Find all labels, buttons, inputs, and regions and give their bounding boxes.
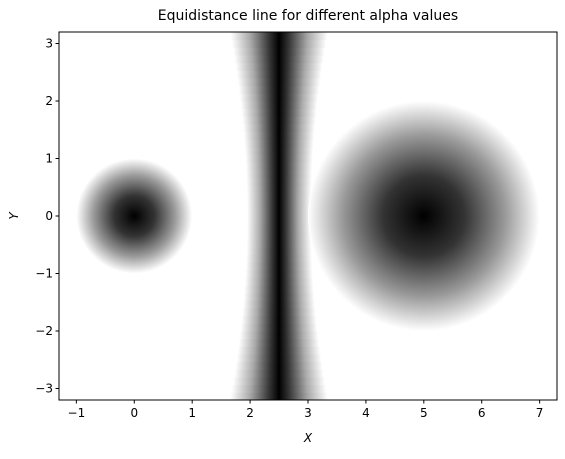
- y-axis-label: Y: [7, 211, 21, 220]
- band-strip: [236, 354, 322, 363]
- band-strip: [246, 185, 312, 194]
- band-strip: [243, 292, 315, 301]
- x-tick-label: 3: [304, 406, 312, 420]
- band-strip: [247, 200, 311, 209]
- x-tick-label: 1: [188, 406, 196, 420]
- y-tick-label: −1: [35, 267, 53, 281]
- band-strip: [247, 193, 312, 202]
- band-strip: [242, 308, 316, 317]
- band-strip: [244, 139, 314, 148]
- y-tick-label: −3: [35, 382, 53, 396]
- x-tick-label: 2: [246, 406, 254, 420]
- band-strip: [240, 323, 318, 332]
- band-strip: [245, 277, 314, 286]
- band-strip: [231, 39, 327, 48]
- band-strip: [233, 377, 325, 386]
- band-strip: [233, 47, 325, 56]
- band-strip: [241, 108, 317, 117]
- band-strip: [240, 101, 318, 110]
- band-strip: [231, 384, 327, 393]
- y-tick-label: 1: [45, 152, 53, 166]
- x-tick-label: 0: [130, 406, 138, 420]
- band-strip: [237, 78, 321, 87]
- band-strip: [247, 231, 312, 240]
- band-strip: [246, 239, 312, 248]
- y-tick-label: 3: [45, 37, 53, 51]
- density-circle: [308, 101, 540, 331]
- band-strip: [246, 254, 312, 263]
- x-tick-label: 7: [536, 406, 544, 420]
- band-strip: [247, 223, 311, 232]
- band-strip: [246, 170, 312, 179]
- band-strip: [242, 116, 316, 125]
- band-strip: [243, 124, 315, 133]
- band-strip: [241, 315, 317, 324]
- band-strip: [235, 62, 323, 71]
- plot-area: [76, 32, 540, 400]
- y-tick-label: 2: [45, 94, 53, 108]
- band-strip: [239, 331, 319, 340]
- band-strip: [245, 154, 313, 163]
- density-circle: [76, 158, 193, 274]
- band-strip: [244, 285, 314, 294]
- band-strip: [245, 147, 314, 156]
- y-tick-label: −2: [35, 324, 53, 338]
- band-strip: [237, 346, 321, 355]
- band-strip: [236, 70, 322, 79]
- band-strip: [238, 85, 320, 94]
- band-strip: [243, 300, 315, 309]
- band-strip: [230, 32, 328, 41]
- band-strip: [234, 55, 324, 64]
- x-tick-label: −1: [68, 406, 86, 420]
- band-strip: [239, 93, 319, 102]
- band-strip: [243, 131, 315, 140]
- band-strip: [235, 361, 323, 370]
- x-tick-label: 6: [478, 406, 486, 420]
- band-strip: [247, 208, 311, 217]
- band-strip: [247, 216, 311, 225]
- band-strip: [246, 177, 312, 186]
- y-tick-label: 0: [45, 209, 53, 223]
- x-tick-label: 4: [362, 406, 370, 420]
- chart-title: Equidistance line for different alpha va…: [158, 8, 458, 24]
- x-tick-label: 5: [420, 406, 428, 420]
- band-strip: [245, 162, 313, 171]
- x-axis-label: X: [303, 431, 313, 445]
- band-strip: [246, 246, 312, 255]
- band-strip: [238, 338, 320, 347]
- band-strip: [245, 269, 313, 278]
- band-strip: [245, 262, 313, 271]
- band-strip: [230, 392, 328, 400]
- band-strip: [234, 369, 324, 378]
